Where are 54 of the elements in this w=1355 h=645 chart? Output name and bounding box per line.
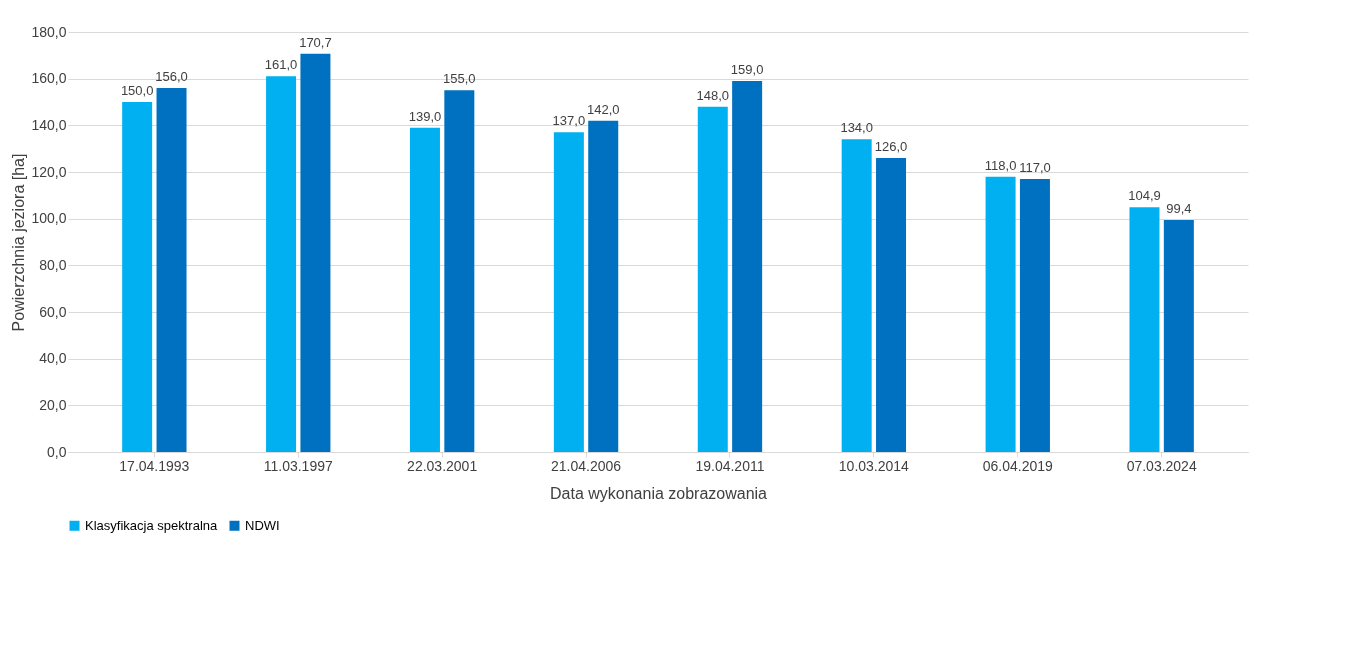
bar — [409, 127, 440, 452]
bar — [732, 81, 763, 452]
bar — [444, 90, 475, 452]
bar — [300, 53, 331, 452]
y-tick-label: 20,0 — [39, 396, 67, 413]
y-tick-label: 80,0 — [39, 256, 67, 273]
bar — [697, 106, 728, 452]
data-label: 139,0 — [408, 108, 442, 124]
x-tick-label: 21.04.2006 — [551, 457, 622, 474]
data-label: 118,0 — [984, 157, 1017, 173]
data-label: 137,0 — [552, 113, 586, 129]
x-tick-label: 10.03.2014 — [838, 457, 910, 474]
legend-label: Klasyfikacja spektralna — [85, 517, 218, 533]
x-tick-label: 06.04.2019 — [982, 457, 1053, 474]
bar — [266, 76, 297, 452]
y-tick-label: 140,0 — [31, 116, 67, 133]
x-axis-title: Data wykonania zobrazowania — [549, 484, 768, 502]
y-tick-label: 120,0 — [31, 163, 67, 180]
data-label: 104,9 — [1128, 188, 1161, 204]
x-tick-label: 19.04.2011 — [695, 457, 765, 474]
bar — [985, 176, 1016, 452]
data-label: 155,0 — [443, 71, 476, 87]
bar — [876, 158, 907, 452]
y-tick-label: 160,0 — [31, 70, 67, 87]
bar — [1019, 179, 1050, 452]
data-label: 161,0 — [264, 57, 298, 73]
legend-label: NDWI — [245, 517, 280, 533]
data-label: 148,0 — [696, 87, 730, 103]
data-label: 159,0 — [730, 62, 764, 77]
y-tick-label: 180,0 — [31, 23, 67, 40]
y-tick-label: 100,0 — [31, 210, 67, 227]
data-label: 142,0 — [586, 101, 620, 117]
data-label: 156,0 — [155, 69, 188, 84]
data-label: 126,0 — [874, 139, 908, 154]
bar — [841, 139, 872, 452]
y-tick-label: 60,0 — [39, 303, 67, 320]
y-axis-title: Powierzchnia jeziora [ha] — [10, 153, 28, 332]
y-tick-label: 40,0 — [39, 350, 67, 367]
data-label: 99,4 — [1166, 201, 1192, 217]
x-tick-label: 22.03.2001 — [407, 457, 478, 474]
bar — [588, 120, 619, 452]
data-label: 170,7 — [299, 34, 332, 50]
data-label: 150,0 — [120, 83, 154, 98]
bar — [122, 102, 153, 452]
data-label: 117,0 — [1019, 160, 1051, 175]
bar — [1163, 220, 1194, 452]
bar — [1129, 207, 1160, 452]
data-label: 134,0 — [840, 120, 873, 136]
bar — [553, 132, 584, 452]
x-tick-label: 11.03.1997 — [263, 457, 333, 474]
y-tick-label: 0,0 — [47, 443, 67, 460]
x-tick-label: 17.04.1993 — [119, 457, 190, 474]
bar — [156, 88, 187, 452]
x-tick-label: 07.03.2024 — [1126, 457, 1197, 474]
